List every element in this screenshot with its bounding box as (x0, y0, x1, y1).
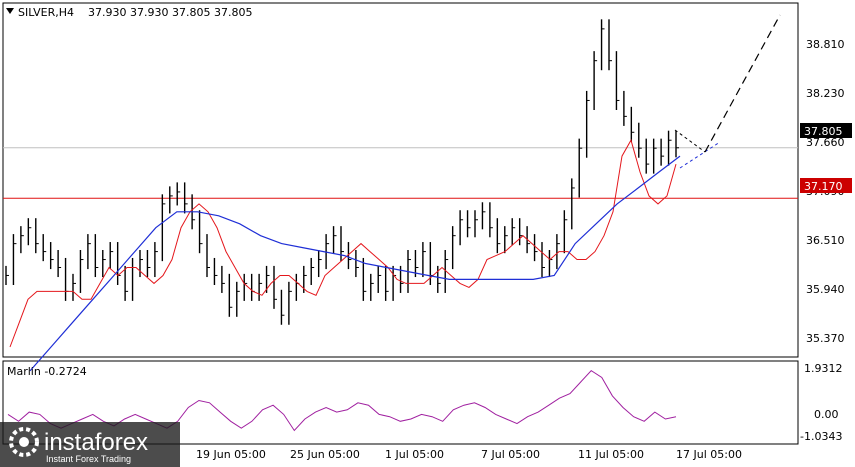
triangle-down-icon[interactable] (6, 8, 14, 14)
logo-brand: instaforex (44, 429, 148, 456)
instaforex-logo: instaforex Instant Forex Trading (0, 422, 180, 467)
slow-moving-average-line (29, 155, 681, 372)
time-tick: 25 Jun 05:00 (290, 448, 360, 461)
forecast-long-dashed-line (704, 14, 781, 153)
logo-gear-icon (9, 427, 39, 457)
logo-tagline: Instant Forex Trading (46, 454, 131, 464)
time-tick: 7 Jul 05:00 (481, 448, 540, 461)
forecast-short-dotted-line (674, 129, 706, 153)
time-tick: 19 Jun 05:00 (196, 448, 266, 461)
price-bars (5, 19, 679, 325)
indicator-tick: 0.00 (814, 408, 839, 421)
symbol-label: SILVER,H4 (18, 6, 74, 19)
price-tick: 35.940 (806, 283, 845, 296)
indicator-tick: -1.0343 (800, 430, 842, 443)
time-tick: 11 Jul 05:00 (578, 448, 644, 461)
time-tick: 1 Jul 05:00 (385, 448, 444, 461)
time-axis: 19 Jun 05:00 25 Jun 05:00 1 Jul 05:00 7 … (196, 448, 742, 461)
indicator-name: Marlin -0.2724 (7, 365, 87, 378)
price-tick: 35.370 (806, 332, 845, 345)
current-price-label-box (800, 123, 852, 138)
fast-moving-average-line (9, 138, 677, 348)
price-tick: 38.810 (806, 38, 845, 51)
main-pane-border (2, 2, 799, 358)
price-tick: 38.230 (806, 87, 845, 100)
price-tick: 36.510 (806, 234, 845, 247)
forecast-blue-dotted-line (679, 141, 721, 169)
quote-label: 37.930 37.930 37.805 37.805 (88, 6, 252, 19)
price-tick: 37.660 (806, 136, 845, 149)
logo-gear-center-icon (19, 437, 29, 447)
time-tick: 17 Jul 05:00 (676, 448, 742, 461)
current-price-label: 37.805 (804, 125, 843, 138)
level-label: 37.170 (804, 180, 843, 193)
indicator-tick: 1.9312 (804, 362, 843, 375)
level-label-box (800, 178, 852, 193)
